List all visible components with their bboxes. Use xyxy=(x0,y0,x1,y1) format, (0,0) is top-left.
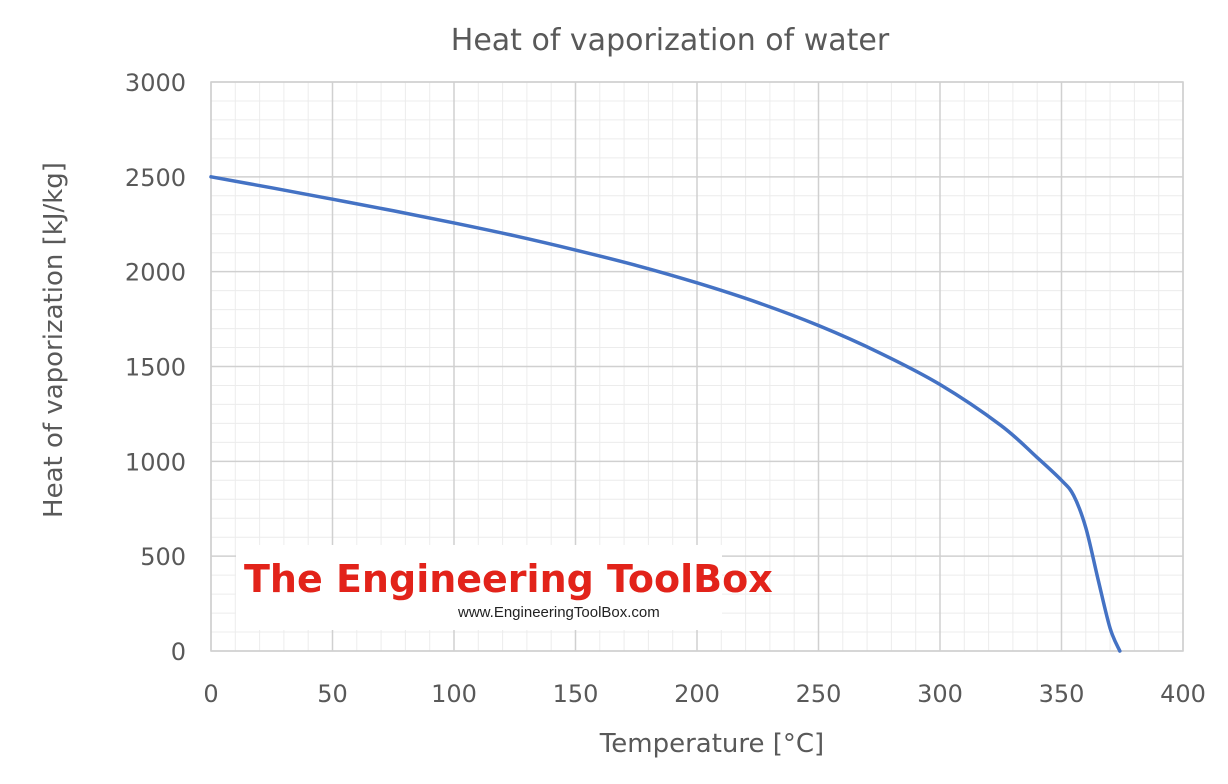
y-tick-label: 1500 xyxy=(125,354,186,382)
y-tick-label: 1000 xyxy=(125,448,186,476)
x-tick-label: 150 xyxy=(553,680,599,708)
x-tick-label: 200 xyxy=(674,680,720,708)
watermark-brand: The Engineering ToolBox xyxy=(244,557,773,601)
x-axis-label: Temperature [°C] xyxy=(599,729,824,759)
watermark-background xyxy=(236,545,722,630)
chart-title: Heat of vaporization of water xyxy=(451,23,890,58)
x-tick-label: 350 xyxy=(1039,680,1085,708)
watermark-url: www.EngineeringToolBox.com xyxy=(457,604,660,621)
x-tick-label: 300 xyxy=(917,680,963,708)
y-tick-labels: 0 500 1000 1500 2000 2500 3000 xyxy=(125,69,186,666)
y-tick-label: 500 xyxy=(140,543,186,571)
series-line xyxy=(209,175,1122,653)
x-tick-label: 50 xyxy=(317,680,348,708)
y-tick-label: 2500 xyxy=(125,164,186,192)
x-tick-label: 0 xyxy=(203,680,218,708)
x-tick-label: 400 xyxy=(1160,680,1206,708)
y-tick-label: 3000 xyxy=(125,69,186,97)
x-tick-label: 250 xyxy=(796,680,842,708)
y-axis-label: Heat of vaporization [kJ/kg] xyxy=(39,162,69,518)
series-layer xyxy=(209,175,1122,653)
y-tick-label: 2000 xyxy=(125,259,186,287)
x-tick-label: 100 xyxy=(431,680,477,708)
plot-area-border xyxy=(210,81,1184,652)
watermark: The Engineering ToolBox www.EngineeringT… xyxy=(236,545,773,630)
x-tick-labels: 0 50 100 150 200 250 300 350 400 xyxy=(203,680,1206,708)
y-tick-label: 0 xyxy=(171,638,186,666)
